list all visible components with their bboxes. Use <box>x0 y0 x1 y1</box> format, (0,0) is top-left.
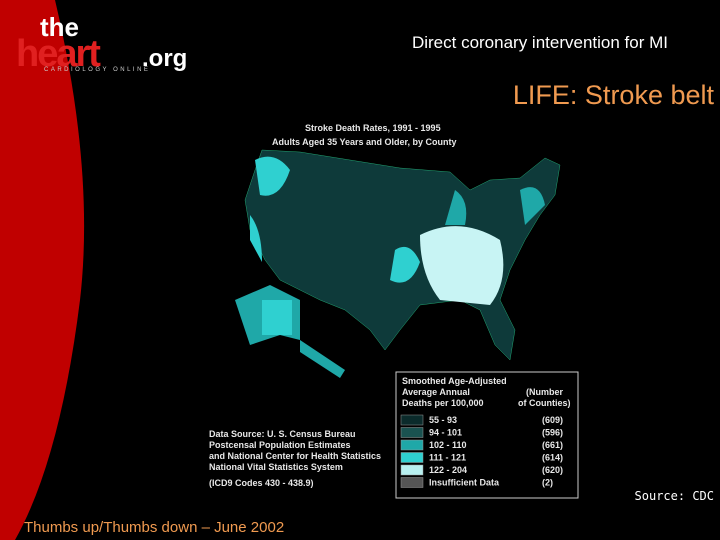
logo-suffix: .org <box>142 45 187 72</box>
legend-swatch <box>400 477 424 488</box>
legend-range: 94 - 101 <box>429 428 462 438</box>
legend-count: (2) <box>542 478 553 488</box>
map-title: Stroke Death Rates, 1991 - 1995 <box>305 123 441 133</box>
credit: Source: CDC <box>635 489 714 503</box>
legend-heading: Smoothed Age-Adjusted <box>402 376 507 386</box>
legend-range: 55 - 93 <box>429 415 457 425</box>
logo-main: heart <box>16 33 101 75</box>
stroke-belt <box>420 226 504 305</box>
legend-range: Insufficient Data <box>429 478 500 488</box>
region <box>250 215 262 262</box>
region <box>255 156 290 196</box>
source-line: Data Source: U. S. Census Bureau <box>209 429 356 439</box>
legend-count: (609) <box>542 415 563 425</box>
map <box>235 149 561 378</box>
legend-swatch <box>400 439 424 451</box>
legend-swatch <box>400 452 424 463</box>
source-line: (ICD9 Codes 430 - 438.9) <box>209 478 314 488</box>
source-line: National Vital Statistics System <box>209 462 343 472</box>
legend-swatch <box>400 464 424 476</box>
legend-count: (614) <box>542 453 563 463</box>
legend-swatch <box>400 427 424 438</box>
region <box>390 246 420 283</box>
region <box>520 187 545 225</box>
slide-subtitle: LIFE: Stroke belt <box>513 80 715 110</box>
legend-count: (661) <box>542 440 563 450</box>
logo-tagline: CARDIOLOGY ONLINE <box>44 67 150 73</box>
legend-box <box>395 371 579 499</box>
alaska-interior <box>262 300 292 335</box>
region <box>445 190 467 225</box>
legend-count: (620) <box>542 465 563 475</box>
red-swoosh <box>0 0 85 540</box>
logo-top: the <box>40 12 79 42</box>
legend-count-heading: (Number <box>526 387 563 397</box>
map-title: Adults Aged 35 Years and Older, by Count… <box>272 137 457 147</box>
legend-count-heading: of Counties) <box>518 398 571 408</box>
source-line: and National Center for Health Statistic… <box>209 451 381 461</box>
legend-count: (596) <box>542 428 563 438</box>
footer: Thumbs up/Thumbs down – June 2002 <box>24 519 284 536</box>
legend-range: 122 - 204 <box>429 465 467 475</box>
legend-heading: Average Annual <box>402 387 470 397</box>
legend-range: 102 - 110 <box>429 440 467 450</box>
legend-heading: Deaths per 100,000 <box>402 398 484 408</box>
slide-title: Direct coronary intervention for MI <box>412 33 668 52</box>
alaska-panhandle <box>300 340 345 378</box>
legend-swatch <box>400 414 424 426</box>
legend-range: 111 - 121 <box>429 453 466 463</box>
source-line: Postcensal Population Estimates <box>209 440 351 450</box>
